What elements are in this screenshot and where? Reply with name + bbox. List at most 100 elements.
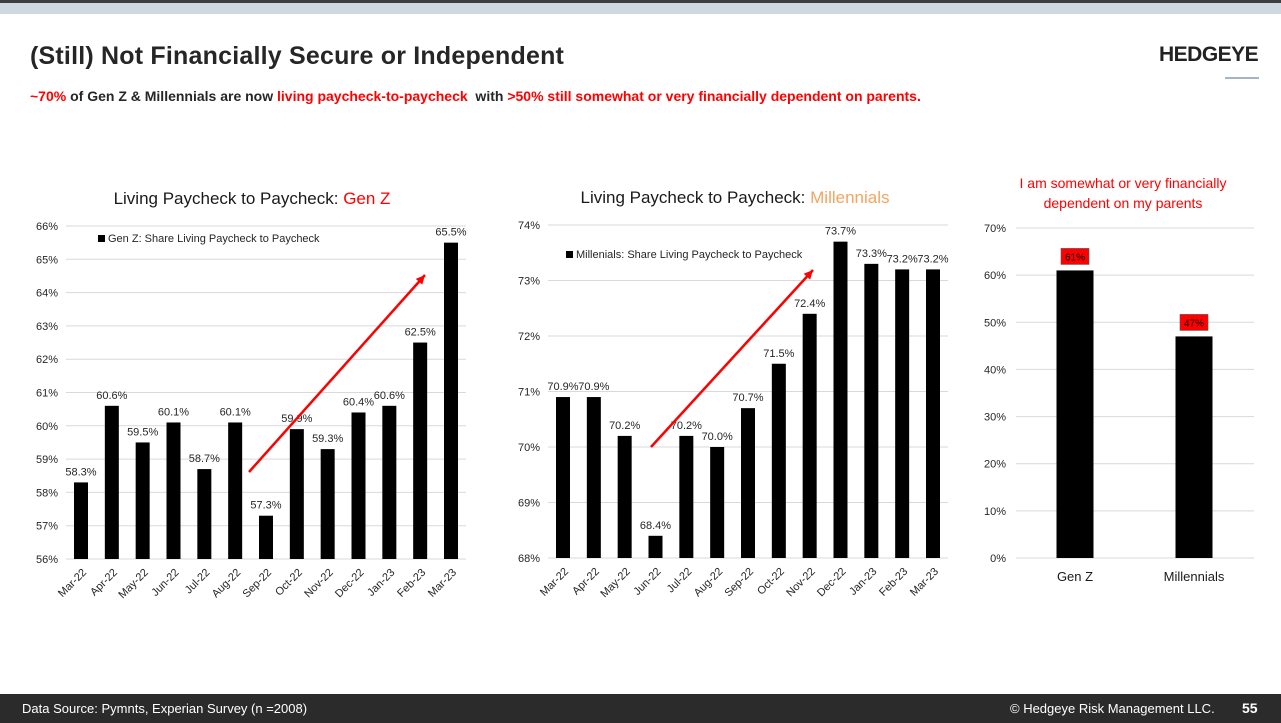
y-tick-label: 50% xyxy=(984,317,1006,329)
top-bar xyxy=(0,0,1281,3)
chart-title: Living Paycheck to Paycheck: Millennials xyxy=(581,188,890,207)
data-label-box xyxy=(1179,314,1209,331)
x-tick-label: Jan-23 xyxy=(847,566,879,598)
bar xyxy=(104,405,119,559)
y-tick-label: 20% xyxy=(984,459,1006,471)
data-label: 59.3% xyxy=(312,433,343,445)
data-label: 70.7% xyxy=(732,392,763,404)
bar xyxy=(413,342,428,559)
x-tick-label: Jan-23 xyxy=(365,567,397,599)
page-title: (Still) Not Financially Secure or Indepe… xyxy=(30,42,565,70)
y-tick-label: 70% xyxy=(518,442,540,454)
logo-underline xyxy=(1225,77,1259,79)
x-tick-label: Mar-23 xyxy=(426,567,459,600)
x-tick-label: Aug-22 xyxy=(210,567,244,601)
data-label: 71.5% xyxy=(763,348,794,360)
bar xyxy=(926,269,940,558)
data-label: 58.3% xyxy=(65,466,96,478)
data-label: 73.2% xyxy=(887,253,918,265)
data-label: 73.7% xyxy=(825,226,856,238)
chart-title: Living Paycheck to Paycheck: Gen Z xyxy=(114,189,391,208)
subtitle: ~70% of Gen Z & Millennials are now livi… xyxy=(30,88,921,104)
subtitle-text: of Gen Z & Millennials are now xyxy=(66,88,278,104)
y-tick-label: 63% xyxy=(36,321,58,333)
data-label: 60.1% xyxy=(220,406,251,418)
data-source: Data Source: Pymnts, Experian Survey (n … xyxy=(22,701,308,716)
x-tick-label: Jul-22 xyxy=(183,567,213,597)
y-tick-label: 57% xyxy=(36,521,58,533)
bar xyxy=(135,442,150,559)
y-tick-label: 56% xyxy=(36,554,58,566)
legend-label: Gen Z: Share Living Paycheck to Paycheck xyxy=(108,233,320,245)
data-label: 60.6% xyxy=(96,390,127,402)
data-label: 58.7% xyxy=(189,453,220,465)
y-tick-label: 69% xyxy=(518,498,540,510)
x-tick-label: Nov-22 xyxy=(302,567,336,601)
data-label: 47% xyxy=(1184,318,1204,329)
bar xyxy=(74,482,88,559)
data-label: 60.4% xyxy=(343,396,374,408)
legend-swatch xyxy=(98,235,105,242)
x-tick-label: Mar-22 xyxy=(56,567,89,600)
y-tick-label: 74% xyxy=(518,220,540,232)
trend-arrow xyxy=(650,269,814,448)
data-label: 61% xyxy=(1065,252,1085,263)
x-tick-label: Millennials xyxy=(1164,569,1225,584)
data-label: 60.1% xyxy=(158,406,189,418)
bar xyxy=(1056,270,1094,558)
y-tick-label: 62% xyxy=(36,354,58,366)
data-label: 60.6% xyxy=(374,390,405,402)
y-tick-label: 60% xyxy=(984,270,1006,282)
data-label: 73.3% xyxy=(856,248,887,260)
copyright: © Hedgeye Risk Management LLC. xyxy=(1010,701,1215,716)
bar xyxy=(197,469,212,559)
x-tick-label: May-22 xyxy=(598,566,632,600)
bar xyxy=(710,447,725,558)
y-tick-label: 70% xyxy=(984,223,1006,235)
y-tick-label: 0% xyxy=(990,553,1006,565)
data-label: 70.9% xyxy=(578,381,609,393)
y-tick-label: 64% xyxy=(36,288,58,300)
bar xyxy=(617,435,632,558)
y-tick-label: 58% xyxy=(36,487,58,499)
x-tick-label: Dec-22 xyxy=(815,566,849,600)
bar xyxy=(556,397,570,558)
x-tick-label: Nov-22 xyxy=(784,566,818,600)
x-tick-label: Oct-22 xyxy=(755,566,787,598)
data-label: 70.0% xyxy=(702,431,733,443)
bar xyxy=(259,515,273,559)
bar xyxy=(648,535,663,558)
bar xyxy=(351,412,366,559)
x-tick-label: Oct-22 xyxy=(273,567,305,599)
y-tick-label: 65% xyxy=(36,254,58,266)
x-tick-label: Mar-22 xyxy=(538,566,571,599)
page-number: 55 xyxy=(1242,700,1258,716)
bar xyxy=(771,363,786,558)
bar xyxy=(1175,336,1213,558)
y-tick-label: 72% xyxy=(518,331,540,343)
arrowhead-icon xyxy=(415,275,425,285)
y-tick-label: 10% xyxy=(984,506,1006,518)
data-label: 62.5% xyxy=(405,327,436,339)
bar xyxy=(586,397,601,558)
x-tick-label: Sep-22 xyxy=(241,567,275,601)
y-tick-label: 73% xyxy=(518,276,540,288)
legend-label: Millenials: Share Living Paycheck to Pay… xyxy=(576,249,803,261)
data-label: 68.4% xyxy=(640,520,671,532)
x-tick-label: Aug-22 xyxy=(692,566,726,600)
bar xyxy=(802,313,817,558)
y-tick-label: 61% xyxy=(36,388,58,400)
x-tick-label: Mar-23 xyxy=(908,566,941,599)
x-tick-label: Feb-23 xyxy=(395,567,428,600)
data-label: 72.4% xyxy=(794,298,825,310)
x-tick-label: Apr-22 xyxy=(570,566,602,598)
y-tick-label: 71% xyxy=(518,387,540,399)
y-tick-label: 40% xyxy=(984,364,1006,376)
data-label: 70.2% xyxy=(609,420,640,432)
chart-title: dependent on my parents xyxy=(1044,195,1203,211)
bar xyxy=(864,263,879,558)
bar xyxy=(895,269,910,558)
bar xyxy=(444,242,458,559)
x-tick-label: Gen Z xyxy=(1057,569,1093,584)
